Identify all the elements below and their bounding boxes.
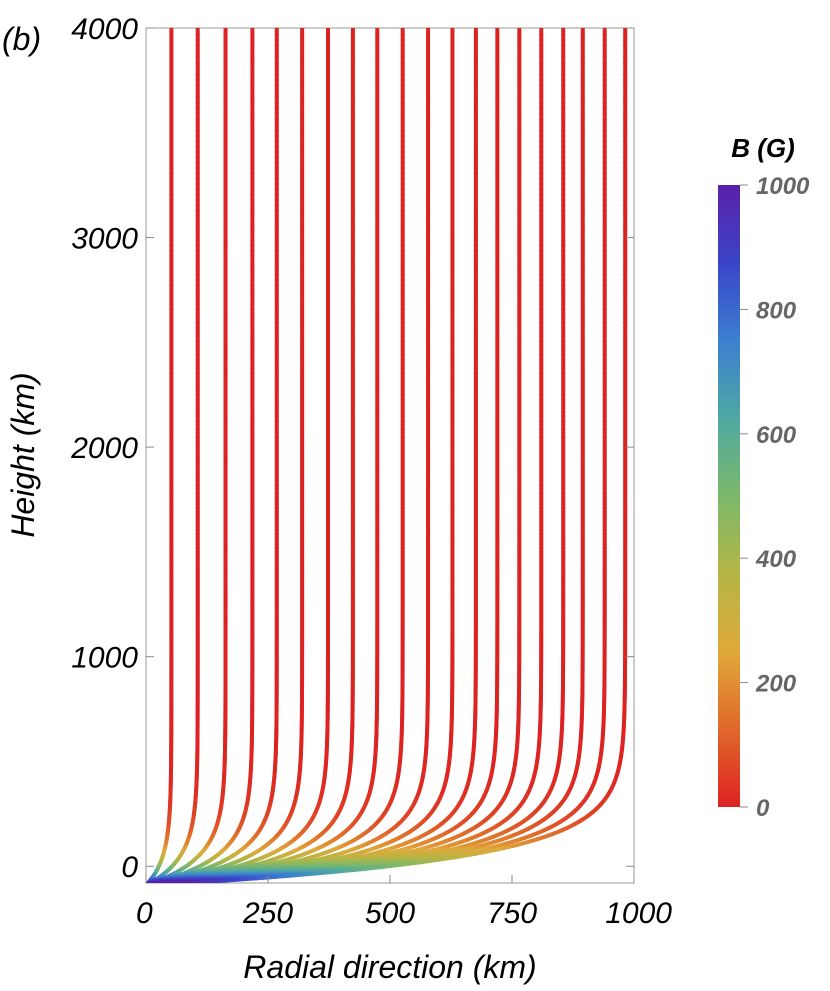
field-line-7 [159, 28, 331, 883]
x-tick-label: 250 [242, 897, 293, 930]
field-line-16 [177, 28, 544, 883]
field-line-13 [172, 28, 478, 883]
field-line-12 [170, 28, 455, 883]
y-axis-title: Height (km) [5, 372, 41, 537]
y-tick-label: 1000 [71, 642, 138, 675]
field-line-20 [184, 28, 628, 883]
x-tick-label: 0 [136, 897, 153, 930]
colorbar-tick-label: 0 [756, 795, 770, 822]
field-line-15 [175, 28, 522, 883]
field-line-11 [167, 28, 431, 883]
field-line-6 [157, 28, 305, 883]
colorbar [718, 185, 740, 807]
x-tick-label: 1000 [605, 897, 672, 930]
colorbar-tick-label: 600 [756, 422, 797, 449]
field-line-2 [148, 28, 200, 883]
colorbar-title: B (G) [731, 133, 795, 163]
field-line-8 [161, 28, 355, 883]
colorbar-ticks: 0 200 400 600 800 1000 [740, 173, 810, 822]
colorbar-tick-label: 800 [756, 297, 797, 324]
x-axis-title: Radial direction (km) [243, 949, 536, 985]
field-line-18 [181, 28, 585, 883]
colorbar-tick-label: 400 [755, 546, 797, 573]
x-tick-label: 500 [365, 897, 415, 930]
field-line-5 [155, 28, 279, 883]
y-tick-label: 2000 [70, 432, 138, 465]
colorbar-tick-label: 200 [755, 671, 797, 698]
field-line-10 [165, 28, 405, 883]
x-axis-ticks: 0 250 500 750 1000 [136, 875, 672, 930]
field-line-17 [179, 28, 566, 883]
y-axis-ticks: 0 1000 2000 3000 4000 [70, 13, 634, 884]
field-lines [146, 28, 628, 883]
field-line-4 [153, 28, 255, 883]
x-tick-label: 750 [487, 897, 537, 930]
panel-label: (b) [2, 21, 41, 57]
colorbar-tick-label: 1000 [756, 173, 810, 200]
y-tick-label: 4000 [71, 13, 138, 46]
field-line-3 [150, 28, 228, 883]
field-line-1 [146, 28, 174, 883]
y-tick-label: 0 [121, 851, 138, 884]
y-tick-label: 3000 [71, 223, 138, 256]
